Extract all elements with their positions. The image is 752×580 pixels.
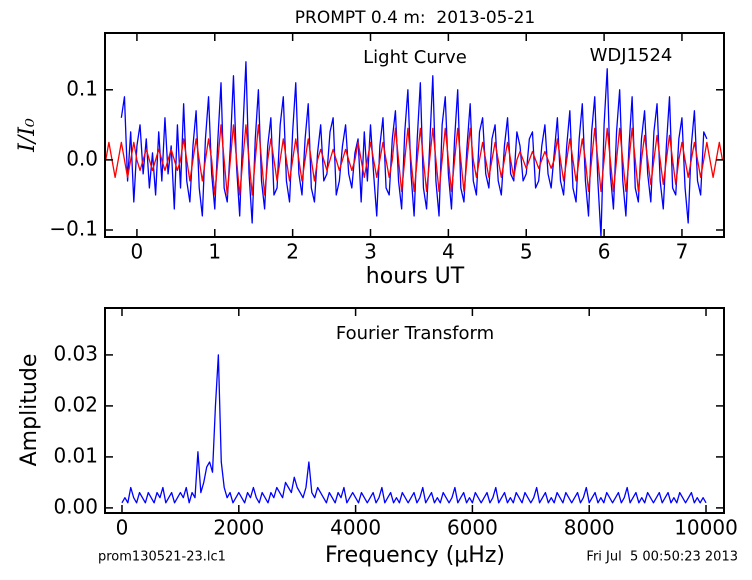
y-tick-label: 0.1: [66, 76, 98, 100]
y-axis-label: Amplitude: [17, 354, 42, 467]
x-tick-label: 0: [116, 516, 129, 540]
annotation: Light Curve: [363, 47, 467, 68]
footer-left: prom130521-23.lc1: [98, 550, 226, 565]
y-tick-label: 0.03: [53, 341, 98, 365]
x-tick-label: 1: [208, 240, 221, 264]
footer-right: Fri Jul 5 00:50:23 2013: [586, 550, 738, 565]
x-tick-label: 3: [364, 240, 377, 264]
data-line: [121, 354, 707, 504]
x-tick-label: 8000: [564, 516, 615, 540]
x-axis-label: Frequency (μHz): [325, 543, 505, 568]
annotation: Fourier Transform: [336, 323, 494, 344]
x-tick-label: 4: [442, 240, 455, 264]
x-tick-label: 2: [286, 240, 299, 264]
x-tick-label: 2000: [213, 516, 264, 540]
data-line: [105, 124, 724, 196]
data-line: [120, 61, 708, 237]
y-axis-label: I/I₀: [15, 118, 40, 153]
y-tick-label: 0.01: [53, 443, 98, 467]
plot-frame: [104, 307, 725, 514]
y-tick-label: 0.00: [53, 494, 98, 518]
y-tick-label: 0.02: [53, 392, 98, 416]
x-tick-label: 6000: [447, 516, 498, 540]
x-tick-label: 6: [598, 240, 611, 264]
x-axis-label: hours UT: [366, 264, 465, 289]
x-tick-label: 0: [131, 240, 144, 264]
x-tick-label: 4000: [330, 516, 381, 540]
x-tick-label: 10000: [674, 516, 738, 540]
y-tick-label: 0.0: [66, 146, 98, 170]
plot-frame: [104, 32, 725, 238]
x-tick-label: 7: [676, 240, 689, 264]
x-tick-label: 5: [520, 240, 533, 264]
chart-title: PROMPT 0.4 m: 2013-05-21: [295, 8, 535, 28]
annotation: WDJ1524: [590, 45, 673, 66]
y-tick-label: −0.1: [49, 216, 98, 240]
